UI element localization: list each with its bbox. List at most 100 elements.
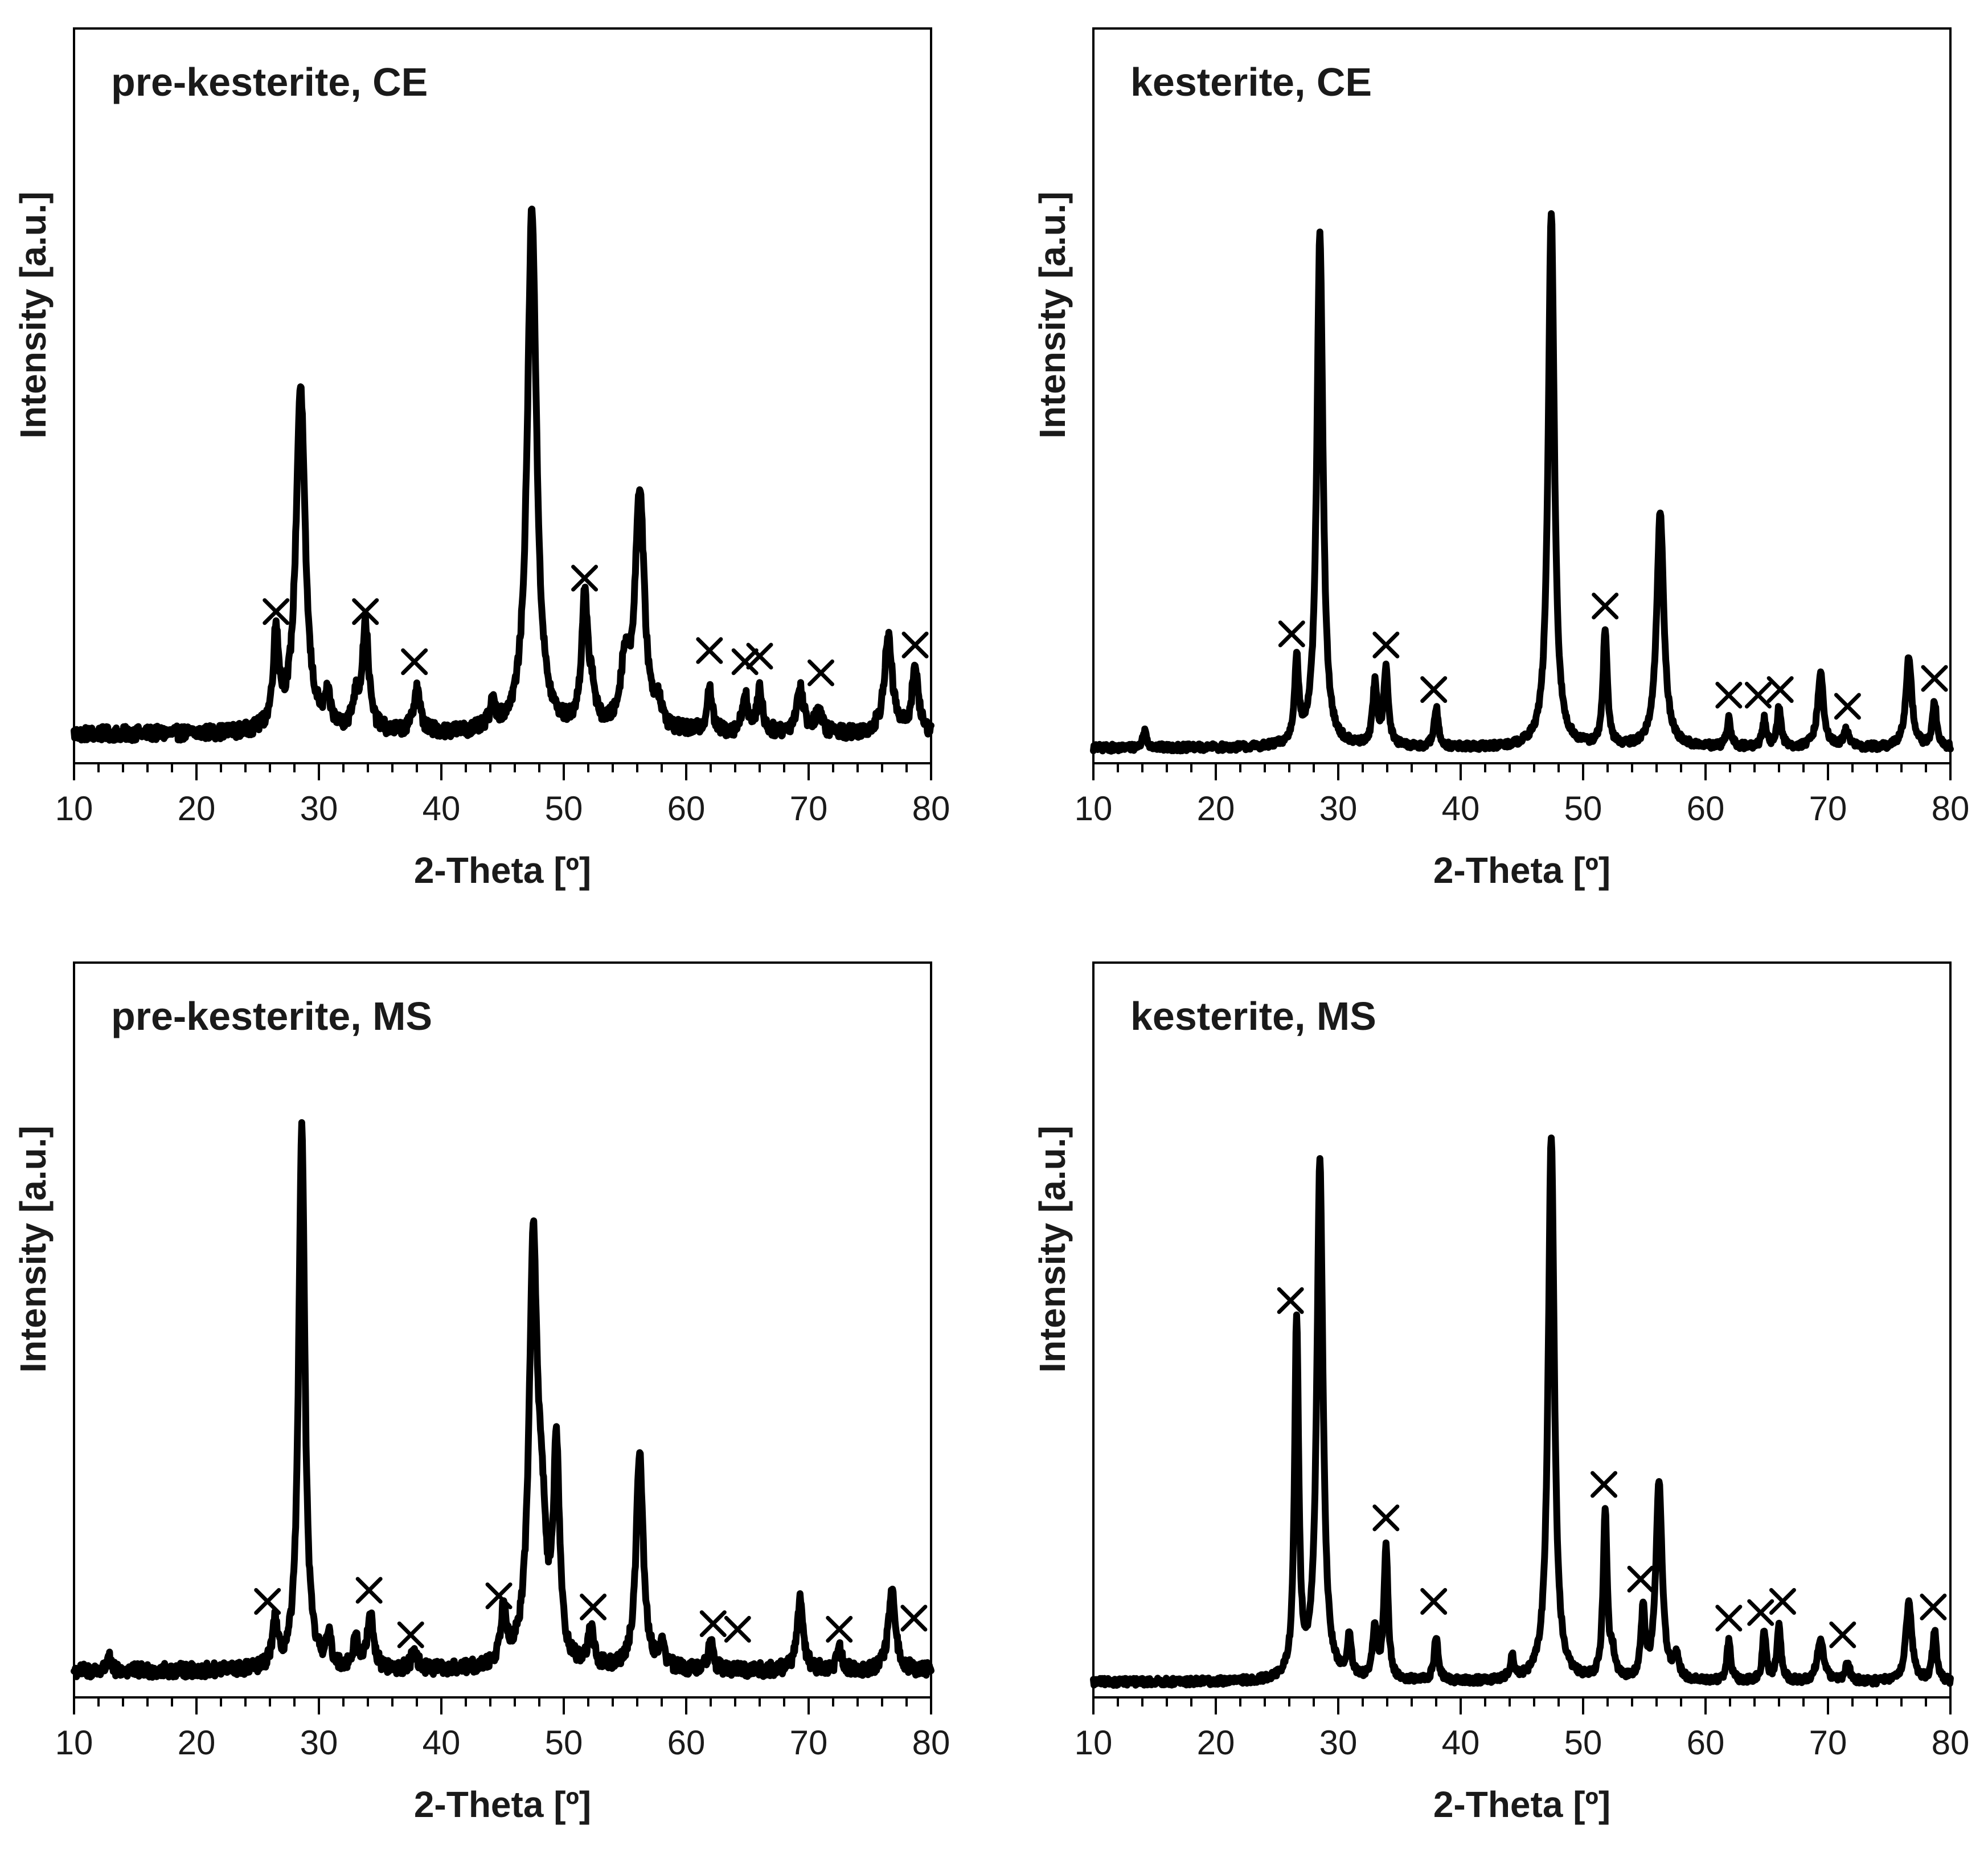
x-tick-label: 80 — [912, 789, 950, 828]
marker-stroke — [1920, 1593, 1947, 1620]
plot-frame — [73, 27, 932, 764]
phase-marker-1 — [1277, 1287, 1304, 1314]
phase-marker-1 — [254, 1588, 281, 1615]
panel-title: kesterite, MS — [1130, 994, 1376, 1038]
phase-marker-7 — [724, 1615, 751, 1643]
chart-panel-3: 10 20 30 40 50 60 70 80 2-Theta [º] Intensity [a.… — [13, 961, 950, 1825]
marker-stroke — [901, 631, 929, 658]
phase-marker-8 — [1769, 1588, 1796, 1615]
phase-marker-8 — [1834, 693, 1861, 720]
marker-stroke — [826, 1615, 853, 1643]
marker-stroke — [401, 648, 428, 676]
x-tick-label: 50 — [1564, 789, 1602, 828]
phase-marker-9 — [1921, 665, 1948, 692]
x-tick-label: 40 — [423, 789, 461, 828]
phase-marker-6 — [1744, 681, 1772, 709]
phase-marker-9 — [1829, 1621, 1856, 1648]
x-axis-label: 2-Theta [º] — [414, 1784, 591, 1825]
x-tick-label: 70 — [790, 789, 828, 828]
phase-marker-2 — [1372, 1504, 1400, 1532]
x-tick-label: 50 — [545, 1724, 583, 1762]
marker-stroke — [485, 1582, 513, 1610]
marker-stroke — [571, 564, 599, 592]
phase-marker-3 — [1420, 1588, 1448, 1615]
phase-marker-8 — [808, 659, 834, 686]
xrd-trace — [1090, 1134, 1954, 1689]
x-tick-label: 60 — [1687, 789, 1725, 828]
panel-title: pre-kesterite, MS — [111, 994, 432, 1038]
x-tick-label: 30 — [300, 1724, 338, 1762]
x-axis-label: 2-Theta [º] — [1433, 1784, 1610, 1825]
marker-stroke — [355, 1577, 383, 1604]
plot-frame — [1092, 961, 1952, 1699]
chart-panel-2: 10 20 30 40 50 60 70 80 2-Theta [º] Intensity [a.… — [1032, 27, 1970, 891]
phase-marker-8 — [826, 1615, 853, 1643]
phase-marker-2 — [1372, 631, 1400, 658]
panel-title: pre-kesterite, CE — [111, 60, 428, 104]
x-tick-label: 80 — [1932, 1724, 1970, 1762]
marker-stroke — [808, 659, 834, 686]
marker-stroke — [1834, 693, 1861, 720]
marker-stroke — [900, 1605, 928, 1632]
x-tick-label: 10 — [1075, 1724, 1113, 1762]
phase-marker-6 — [699, 1610, 727, 1638]
marker-stroke — [1372, 631, 1400, 658]
marker-stroke — [724, 1615, 751, 1643]
phase-marker-7 — [1747, 1599, 1774, 1626]
phase-marker-2 — [352, 598, 379, 625]
x-tick-label: 40 — [423, 1724, 461, 1762]
xrd-trace — [1090, 210, 1954, 755]
x-tick-label: 30 — [1319, 1724, 1358, 1762]
plot-frame — [1092, 27, 1952, 764]
phase-marker-3 — [401, 648, 428, 676]
phase-marker-4 — [1592, 592, 1619, 620]
x-tick-label: 60 — [667, 789, 706, 828]
marker-stroke — [1747, 1599, 1774, 1626]
marker-stroke — [397, 1621, 424, 1648]
marker-stroke — [1715, 1605, 1743, 1632]
x-tick-label: 30 — [1319, 789, 1358, 828]
y-axis-label: Intensity [a.u.] — [1032, 1126, 1073, 1373]
marker-stroke — [1769, 1588, 1796, 1615]
phase-marker-4 — [485, 1582, 513, 1610]
marker-stroke — [1744, 681, 1772, 709]
marker-stroke — [1592, 592, 1619, 620]
marker-stroke — [1278, 620, 1305, 648]
marker-stroke — [580, 1593, 607, 1620]
x-tick-label: 70 — [1809, 789, 1847, 828]
x-tick-label: 60 — [667, 1724, 706, 1762]
phase-marker-5 — [580, 1593, 607, 1620]
marker-stroke — [1591, 1471, 1618, 1498]
marker-stroke — [731, 648, 759, 676]
x-tick-label: 80 — [912, 1724, 950, 1762]
marker-stroke — [1420, 676, 1448, 703]
phase-marker-1 — [1278, 620, 1305, 648]
phase-marker-5 — [1715, 681, 1743, 709]
xrd-trace — [71, 206, 934, 744]
marker-stroke — [254, 1588, 281, 1615]
marker-stroke — [1766, 676, 1794, 703]
marker-stroke — [1372, 1504, 1400, 1532]
x-tick-label: 50 — [545, 789, 583, 828]
marker-stroke — [696, 637, 723, 664]
x-tick-label: 70 — [1809, 1724, 1847, 1762]
x-axis-label: 2-Theta [º] — [1433, 850, 1610, 891]
phase-marker-3 — [1420, 676, 1448, 703]
phase-marker-6 — [1715, 1605, 1743, 1632]
marker-stroke — [352, 598, 379, 625]
x-tick-label: 80 — [1932, 789, 1970, 828]
x-tick-label: 10 — [55, 789, 93, 828]
x-tick-label: 40 — [1442, 1724, 1480, 1762]
phase-marker-2 — [355, 1577, 383, 1604]
x-tick-label: 20 — [1197, 1724, 1235, 1762]
phase-marker-3 — [397, 1621, 424, 1648]
marker-stroke — [1829, 1621, 1856, 1648]
x-tick-label: 10 — [55, 1724, 93, 1762]
phase-marker-1 — [263, 598, 290, 625]
x-tick-label: 40 — [1442, 789, 1480, 828]
marker-stroke — [1715, 681, 1743, 709]
marker-stroke — [746, 643, 773, 670]
plot-frame — [73, 961, 932, 1699]
x-tick-label: 20 — [178, 789, 216, 828]
